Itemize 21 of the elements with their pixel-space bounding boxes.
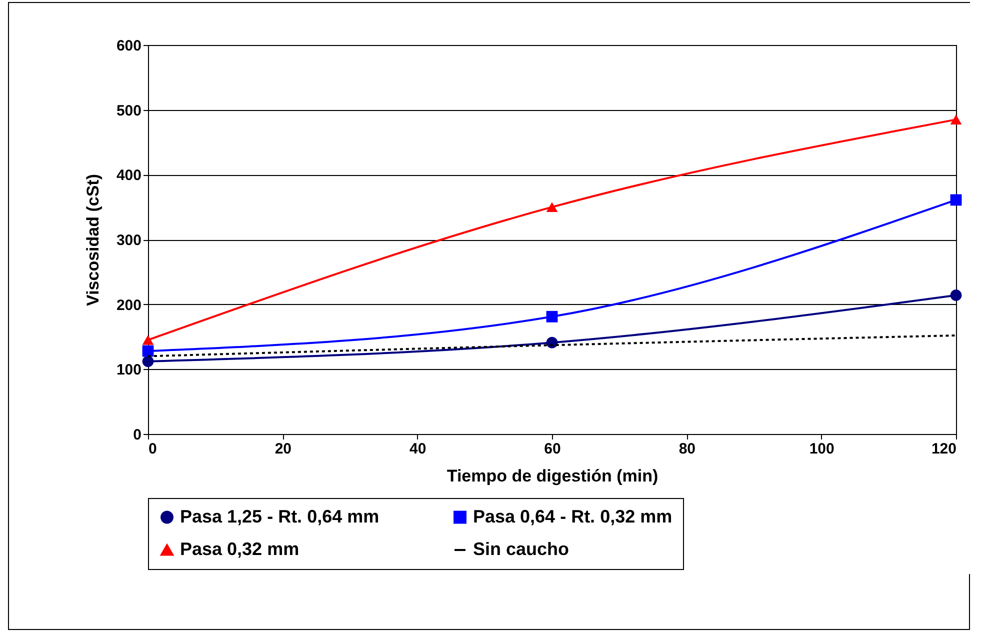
x-axis-title: Tiempo de digestión (min) bbox=[446, 466, 658, 486]
y-tick-label: 100 bbox=[116, 362, 142, 379]
x-tick-label: 60 bbox=[544, 440, 561, 458]
legend-label: Pasa 0,32 mm bbox=[180, 539, 300, 559]
y-tick-label: 300 bbox=[116, 232, 142, 249]
x-tick-label: 0 bbox=[148, 440, 157, 458]
point bbox=[142, 335, 154, 345]
x-tick-label: 100 bbox=[809, 440, 834, 458]
legend-label: Pasa 0,64 - Rt. 0,32 mm bbox=[473, 506, 672, 526]
y-axis-title: Viscosidad (cSt) bbox=[83, 174, 102, 306]
x-tick-label: 20 bbox=[274, 440, 292, 458]
y-tick-label: 500 bbox=[116, 102, 142, 120]
y-tick-label: 600 bbox=[116, 38, 142, 54]
y-tick-label: 0 bbox=[133, 426, 142, 444]
y-tick-label: 400 bbox=[116, 167, 142, 184]
legend-label: Pasa 1,25 - Rt. 0,64 mm bbox=[180, 506, 380, 526]
legend-label: Sin caucho bbox=[473, 539, 570, 559]
y-tick-label: 200 bbox=[116, 296, 142, 314]
x-tick-label: 120 bbox=[931, 440, 956, 458]
x-tick-label: 40 bbox=[409, 440, 426, 458]
x-tick-label: 80 bbox=[678, 440, 696, 458]
